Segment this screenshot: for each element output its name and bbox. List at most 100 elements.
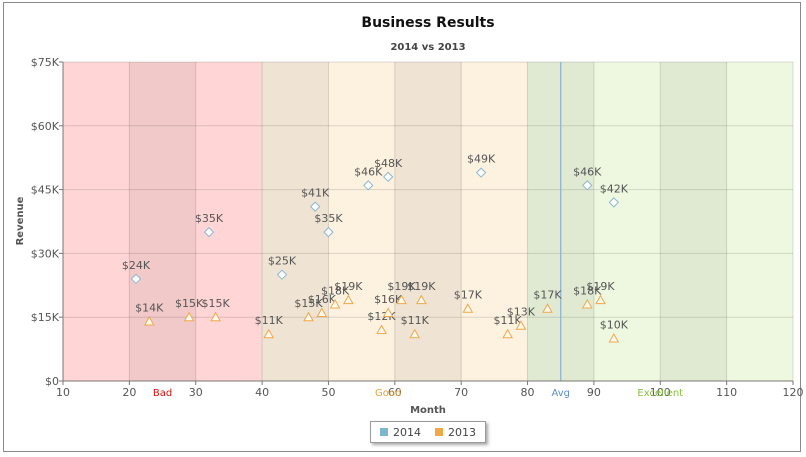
data-label-2013: $16K [308,293,337,306]
x-tick-label: 60 [388,386,402,399]
data-label-2013: $15K [202,297,231,310]
data-point-2014 [130,273,142,285]
shaded-band [660,62,727,381]
x-tick-label: 120 [783,386,804,399]
data-point-2014 [276,269,288,280]
x-tick-label: 90 [587,386,601,399]
data-point-2013 [502,328,513,339]
x-tick-label: 50 [321,386,335,399]
data-label-2014: $35K [314,212,343,225]
data-label-2013: $11K [494,314,523,327]
y-tick-label: $45K [31,184,60,197]
x-tick-label: 20 [122,386,136,399]
zone-label-bad: Bad [153,388,172,399]
data-point-2013 [595,294,606,305]
shaded-band [129,62,196,381]
data-point-2013 [183,311,195,322]
data-label-2013: $16K [374,293,403,306]
chart-title: Business Results [361,15,494,31]
data-point-2013 [608,332,620,343]
data-label-2013: $11K [255,314,284,327]
data-point-2013 [343,294,354,305]
y-tick-label: $15K [31,311,60,324]
data-label-2013: $14K [135,301,164,314]
x-tick-label: 100 [650,386,671,399]
data-point-2014 [323,226,334,238]
x-tick-label: 10 [56,386,70,399]
x-tick-label: 30 [189,386,203,399]
data-label-2013: $13K [507,306,536,319]
x-tick-label: 110 [716,386,737,399]
data-label-2013: $19K [407,280,436,293]
legend-swatch-2013 [435,428,443,436]
zone-label-good: Good [375,388,401,399]
zone-good-band [262,62,528,381]
data-label-2014: $41K [301,187,330,200]
data-point-2014 [608,197,620,208]
data-label-2014: $46K [573,165,602,178]
data-point-2014 [363,180,374,191]
data-point-2013 [416,294,427,305]
legend-label-2013: 2013 [448,425,476,439]
data-point-2013 [462,303,474,313]
data-label-2013: $17K [533,289,562,302]
y-tick-label: $60K [31,120,60,133]
data-point-2013 [409,328,421,339]
data-point-2013 [316,307,328,317]
y-tick-label: $30K [31,247,60,260]
data-label-2014: $49K [467,153,496,166]
data-point-2013 [396,294,407,305]
data-label-2014: $24K [122,259,151,272]
data-point-2013 [263,328,275,339]
data-point-2014 [203,226,215,238]
x-tick-label: 40 [255,386,269,399]
average-line-label: Avg [551,388,570,399]
x-tick-label: 70 [454,386,468,399]
data-point-2013 [382,307,394,317]
data-label-2013: $15K [175,297,204,310]
data-point-2014 [382,171,394,183]
data-point-2013 [542,303,553,313]
y-tick-label: $0 [45,375,59,388]
legend-item-2013[interactable]: 2013 [435,426,476,439]
legend-item-2014[interactable]: 2014 [380,426,421,439]
legend-label-2014: 2014 [393,425,421,439]
zone-excellent-band [527,62,793,381]
data-label-2014: $42K [600,182,629,195]
data-label-2013: $10K [600,318,629,331]
data-label-2013: $18K [321,284,350,297]
data-label-2013: $17K [454,289,483,302]
x-tick-label: 80 [521,386,535,399]
data-label-2014: $35K [195,212,224,225]
data-label-2013: $15K [294,297,323,310]
zone-bad-band [63,62,263,381]
data-label-2013: $18K [573,284,602,297]
data-label-2013: $11K [401,314,430,327]
data-point-2013 [581,298,593,309]
chart-subtitle: 2014 vs 2013 [390,42,465,53]
x-axis-label: Month [410,405,446,416]
y-axis-label: Revenue [15,196,26,245]
shaded-band [394,62,462,381]
data-label-2014: $48K [374,157,403,170]
shaded-band [262,62,329,381]
zone-label-excellent: Excellent [637,388,683,399]
data-label-2013: $19K [586,280,615,293]
data-label-2013: $19K [387,280,416,293]
data-point-2013 [303,311,314,322]
data-point-2013 [515,320,527,330]
data-point-2013 [376,324,387,334]
data-point-2013 [210,311,221,322]
data-label-2013: $19K [334,280,363,293]
data-point-2013 [329,298,341,309]
data-label-2014: $25K [268,255,297,268]
data-point-2014 [582,180,593,191]
y-tick-label: $75K [31,56,60,69]
legend-swatch-2014 [380,428,388,436]
data-label-2014: $46K [354,165,383,178]
data-point-2013 [143,315,155,326]
chart-legend: 2014 2013 [370,421,486,443]
data-point-2014 [309,201,321,212]
data-point-2014 [475,167,487,178]
